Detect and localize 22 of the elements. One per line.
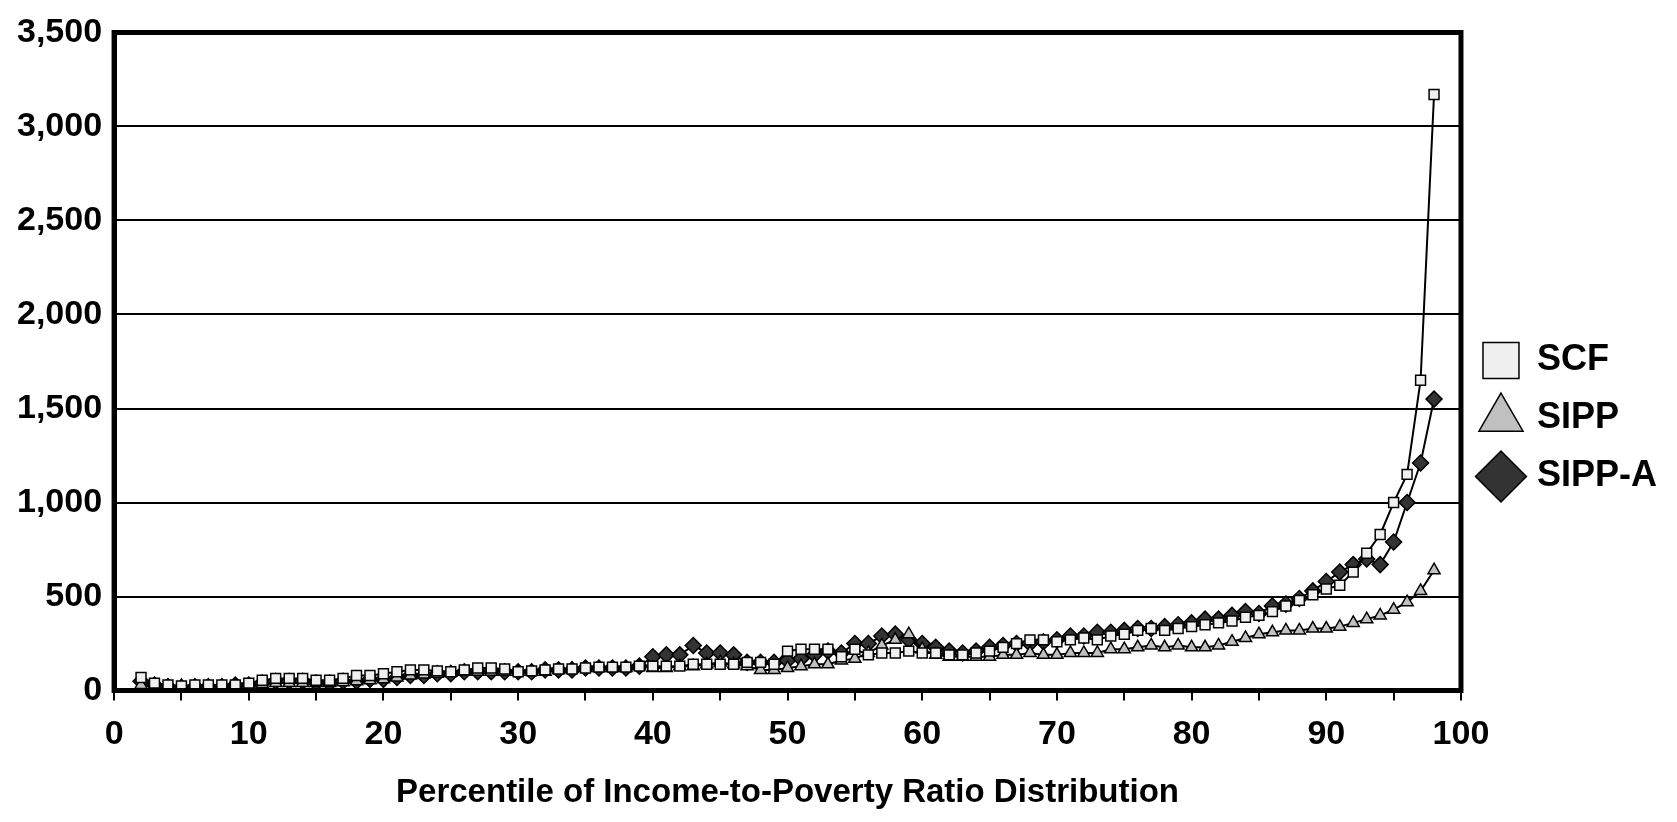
legend-label: SIPP-A: [1536, 453, 1658, 495]
legend-label: SCF: [1536, 337, 1609, 379]
x-tick-label: 20: [364, 713, 403, 752]
y-tick-label: 1,000: [16, 480, 103, 519]
x-tick-label: 90: [1307, 713, 1346, 752]
x-tick-label: 30: [499, 713, 538, 752]
x-tick-label: 50: [768, 713, 807, 752]
y-tick-label: 0: [83, 668, 103, 707]
y-tick-label: 2,500: [16, 198, 103, 237]
x-tick-label: 70: [1037, 713, 1076, 752]
y-tick-label: 3,500: [16, 10, 103, 49]
x-tick-label: 100: [1432, 713, 1490, 752]
x-tick-label: 80: [1172, 713, 1211, 752]
y-tick-label: 3,000: [16, 104, 103, 143]
x-axis-title: Percentile of Income-to-Poverty Ratio Distribution: [396, 772, 1179, 810]
x-tick-label: 60: [903, 713, 942, 752]
y-tick-label: 1,500: [16, 386, 103, 425]
y-tick-label: 2,000: [16, 292, 103, 331]
y-tick-label: 500: [45, 574, 103, 613]
x-tick-label: 10: [229, 713, 268, 752]
x-tick-label: 40: [633, 713, 672, 752]
legend-label: SIPP: [1536, 395, 1620, 437]
